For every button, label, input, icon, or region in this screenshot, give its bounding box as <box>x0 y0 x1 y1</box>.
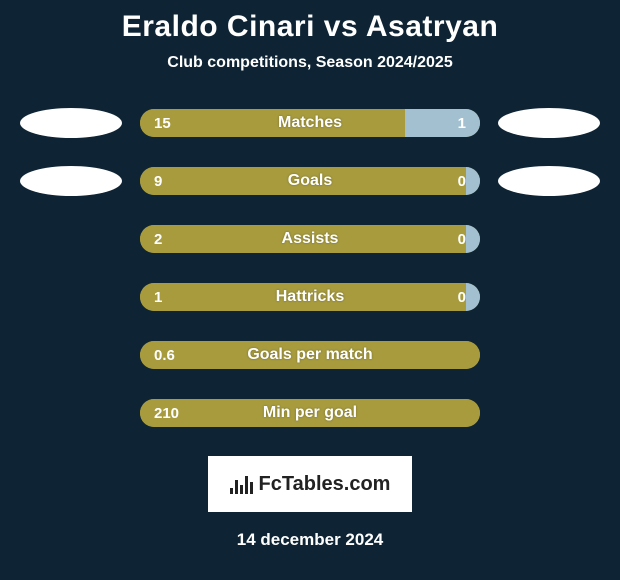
stat-bar: 151Matches <box>140 109 480 137</box>
stat-left-value: 210 <box>154 399 179 427</box>
bar-right-fill <box>405 109 480 137</box>
subtitle: Club competitions, Season 2024/2025 <box>0 54 620 72</box>
bar-left-fill <box>140 167 466 195</box>
spacer <box>498 224 600 254</box>
stat-left-value: 15 <box>154 109 171 137</box>
spacer <box>20 224 122 254</box>
stat-bar: 210Min per goal <box>140 399 480 427</box>
spacer <box>498 398 600 428</box>
spacer <box>20 282 122 312</box>
date-text: 14 december 2024 <box>0 530 620 550</box>
stat-left-value: 2 <box>154 225 162 253</box>
stat-row: 210Min per goal <box>0 398 620 428</box>
spacer <box>498 282 600 312</box>
bar-left-fill <box>140 399 480 427</box>
logo-box: FcTables.com <box>208 456 412 512</box>
comparison-infographic: Eraldo Cinari vs Asatryan Club competiti… <box>0 0 620 550</box>
player-left-marker <box>20 166 122 196</box>
logo-text: FcTables.com <box>259 473 391 496</box>
bar-left-fill <box>140 225 466 253</box>
stat-right-value: 1 <box>458 109 466 137</box>
stat-bar: 10Hattricks <box>140 283 480 311</box>
spacer <box>20 340 122 370</box>
stat-left-value: 9 <box>154 167 162 195</box>
stat-row: 90Goals <box>0 166 620 196</box>
player-right-marker <box>498 166 600 196</box>
bar-left-fill <box>140 341 480 369</box>
stat-right-value: 0 <box>458 283 466 311</box>
bar-right-fill <box>466 283 480 311</box>
stat-left-value: 0.6 <box>154 341 175 369</box>
bar-right-fill <box>466 167 480 195</box>
bar-right-fill <box>466 225 480 253</box>
logo-bars-icon <box>230 474 253 494</box>
player-left-marker <box>20 108 122 138</box>
stat-row: 151Matches <box>0 108 620 138</box>
bar-left-fill <box>140 283 466 311</box>
stat-right-value: 0 <box>458 225 466 253</box>
stat-rows: 151Matches90Goals20Assists10Hattricks0.6… <box>0 108 620 428</box>
stat-left-value: 1 <box>154 283 162 311</box>
stat-bar: 20Assists <box>140 225 480 253</box>
spacer <box>20 398 122 428</box>
stat-right-value: 0 <box>458 167 466 195</box>
stat-bar: 90Goals <box>140 167 480 195</box>
spacer <box>498 340 600 370</box>
player-right-marker <box>498 108 600 138</box>
stat-row: 10Hattricks <box>0 282 620 312</box>
stat-bar: 0.6Goals per match <box>140 341 480 369</box>
stat-row: 20Assists <box>0 224 620 254</box>
stat-row: 0.6Goals per match <box>0 340 620 370</box>
page-title: Eraldo Cinari vs Asatryan <box>0 10 620 44</box>
bar-left-fill <box>140 109 405 137</box>
